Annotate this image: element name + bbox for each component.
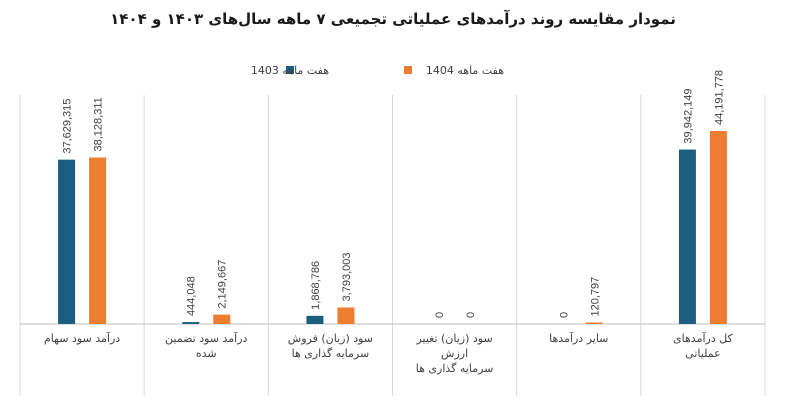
category-label-6: کل درآمدهای عملیاتی [673,331,734,360]
value-label-series1-cat6: 39,942,149 [682,88,694,143]
value-label-series1-cat3: 1,868,786 [310,261,322,310]
category-separators [19,95,766,396]
legend-label-1: هفت ماهه 1403 [251,64,329,77]
category-label-1: درآمد سود سهام [44,331,120,345]
legend-swatch-1 [286,66,294,74]
bar-series2-cat6 [709,131,727,324]
category-label-4: سود (زیان) تغییر ارزش سرمایه گذاری ها [415,332,493,375]
bar-series1-cat2 [182,322,200,324]
legend-swatch-2 [404,66,412,74]
value-label-series2-cat5: 120,797 [589,277,601,317]
bar-series1-cat3 [306,315,324,324]
chart-legend: هفت ماهه 1403 هفت ماهه 1404 [251,64,504,77]
value-label-series1-cat4: 0 [434,312,446,318]
category-label-3: سود (زیان) فروش سرمایه گذاری ها [288,332,373,360]
value-label-series2-cat4: 0 [465,312,477,318]
value-labels-group: 37,629,315 38,128,311 444,048 2,149,667 1,86… [62,70,726,318]
bar-series2-cat3 [337,307,355,324]
category-label-2: درآمد سود تضمین شده [165,331,247,360]
value-label-series2-cat3: 3,793,003 [341,252,353,301]
bar-series2-cat2 [213,314,231,324]
bars-group [58,131,727,324]
value-label-series1-cat2: 444,048 [186,276,198,316]
category-labels-group: درآمد سود سهام درآمد سود تضمین شده سود (زیا… [44,331,734,375]
value-label-series2-cat2: 2,149,667 [217,260,229,309]
value-label-series2-cat1: 38,128,311 [93,97,105,151]
value-label-series1-cat5: 0 [558,312,570,318]
value-label-series2-cat6: 44,191,778 [713,70,725,125]
bar-series2-cat1 [89,157,107,324]
legend-label-2: هفت ماهه 1404 [426,64,504,77]
bar-series1-cat6 [678,149,696,324]
chart-title: نمودار مقایسه روند درآمدهای عملیاتی تجمی… [110,10,676,28]
value-label-series1-cat1: 37,629,315 [62,99,74,154]
bar-series1-cat1 [58,159,76,324]
category-label-5: سایر درآمدها [549,331,608,345]
bar-series2-cat5 [585,322,603,324]
